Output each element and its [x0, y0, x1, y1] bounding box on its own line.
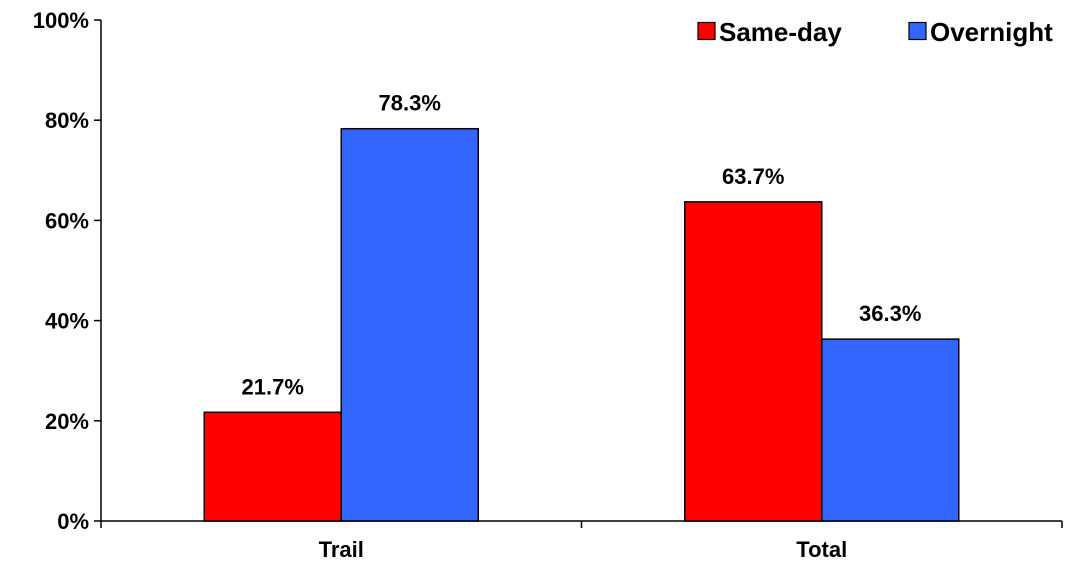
bar-same-day-total: [684, 201, 823, 522]
data-label: 63.7%: [722, 164, 784, 189]
legend-label: Overnight: [930, 17, 1053, 47]
bar-overnight-trail: [340, 127, 479, 522]
y-tick-label: 20%: [45, 409, 89, 434]
legend-swatch: [908, 21, 927, 41]
bar-same-day-trail: [203, 411, 342, 522]
y-tick-label: 40%: [45, 309, 89, 334]
legend: Same-day Overnight: [697, 17, 1053, 47]
legend-swatch: [697, 21, 716, 41]
y-tick-label: 80%: [45, 108, 89, 133]
y-tick-label: 0%: [57, 509, 89, 534]
y-tick-label: 60%: [45, 208, 89, 233]
data-label: 78.3%: [379, 91, 441, 116]
data-label: 36.3%: [859, 301, 921, 326]
data-labels: 21.7% 78.3% 63.7% 36.3%: [242, 91, 922, 400]
x-category-label: Trail: [319, 537, 364, 562]
bars: [203, 127, 960, 522]
y-tick-label: 100%: [33, 8, 89, 33]
x-category-label: Total: [796, 537, 847, 562]
legend-label: Same-day: [719, 17, 842, 47]
axes: 0% 20% 40% 60% 80% 100% Trail Total: [33, 8, 1063, 562]
bar-overnight-total: [821, 338, 960, 522]
data-label: 21.7%: [242, 374, 304, 399]
